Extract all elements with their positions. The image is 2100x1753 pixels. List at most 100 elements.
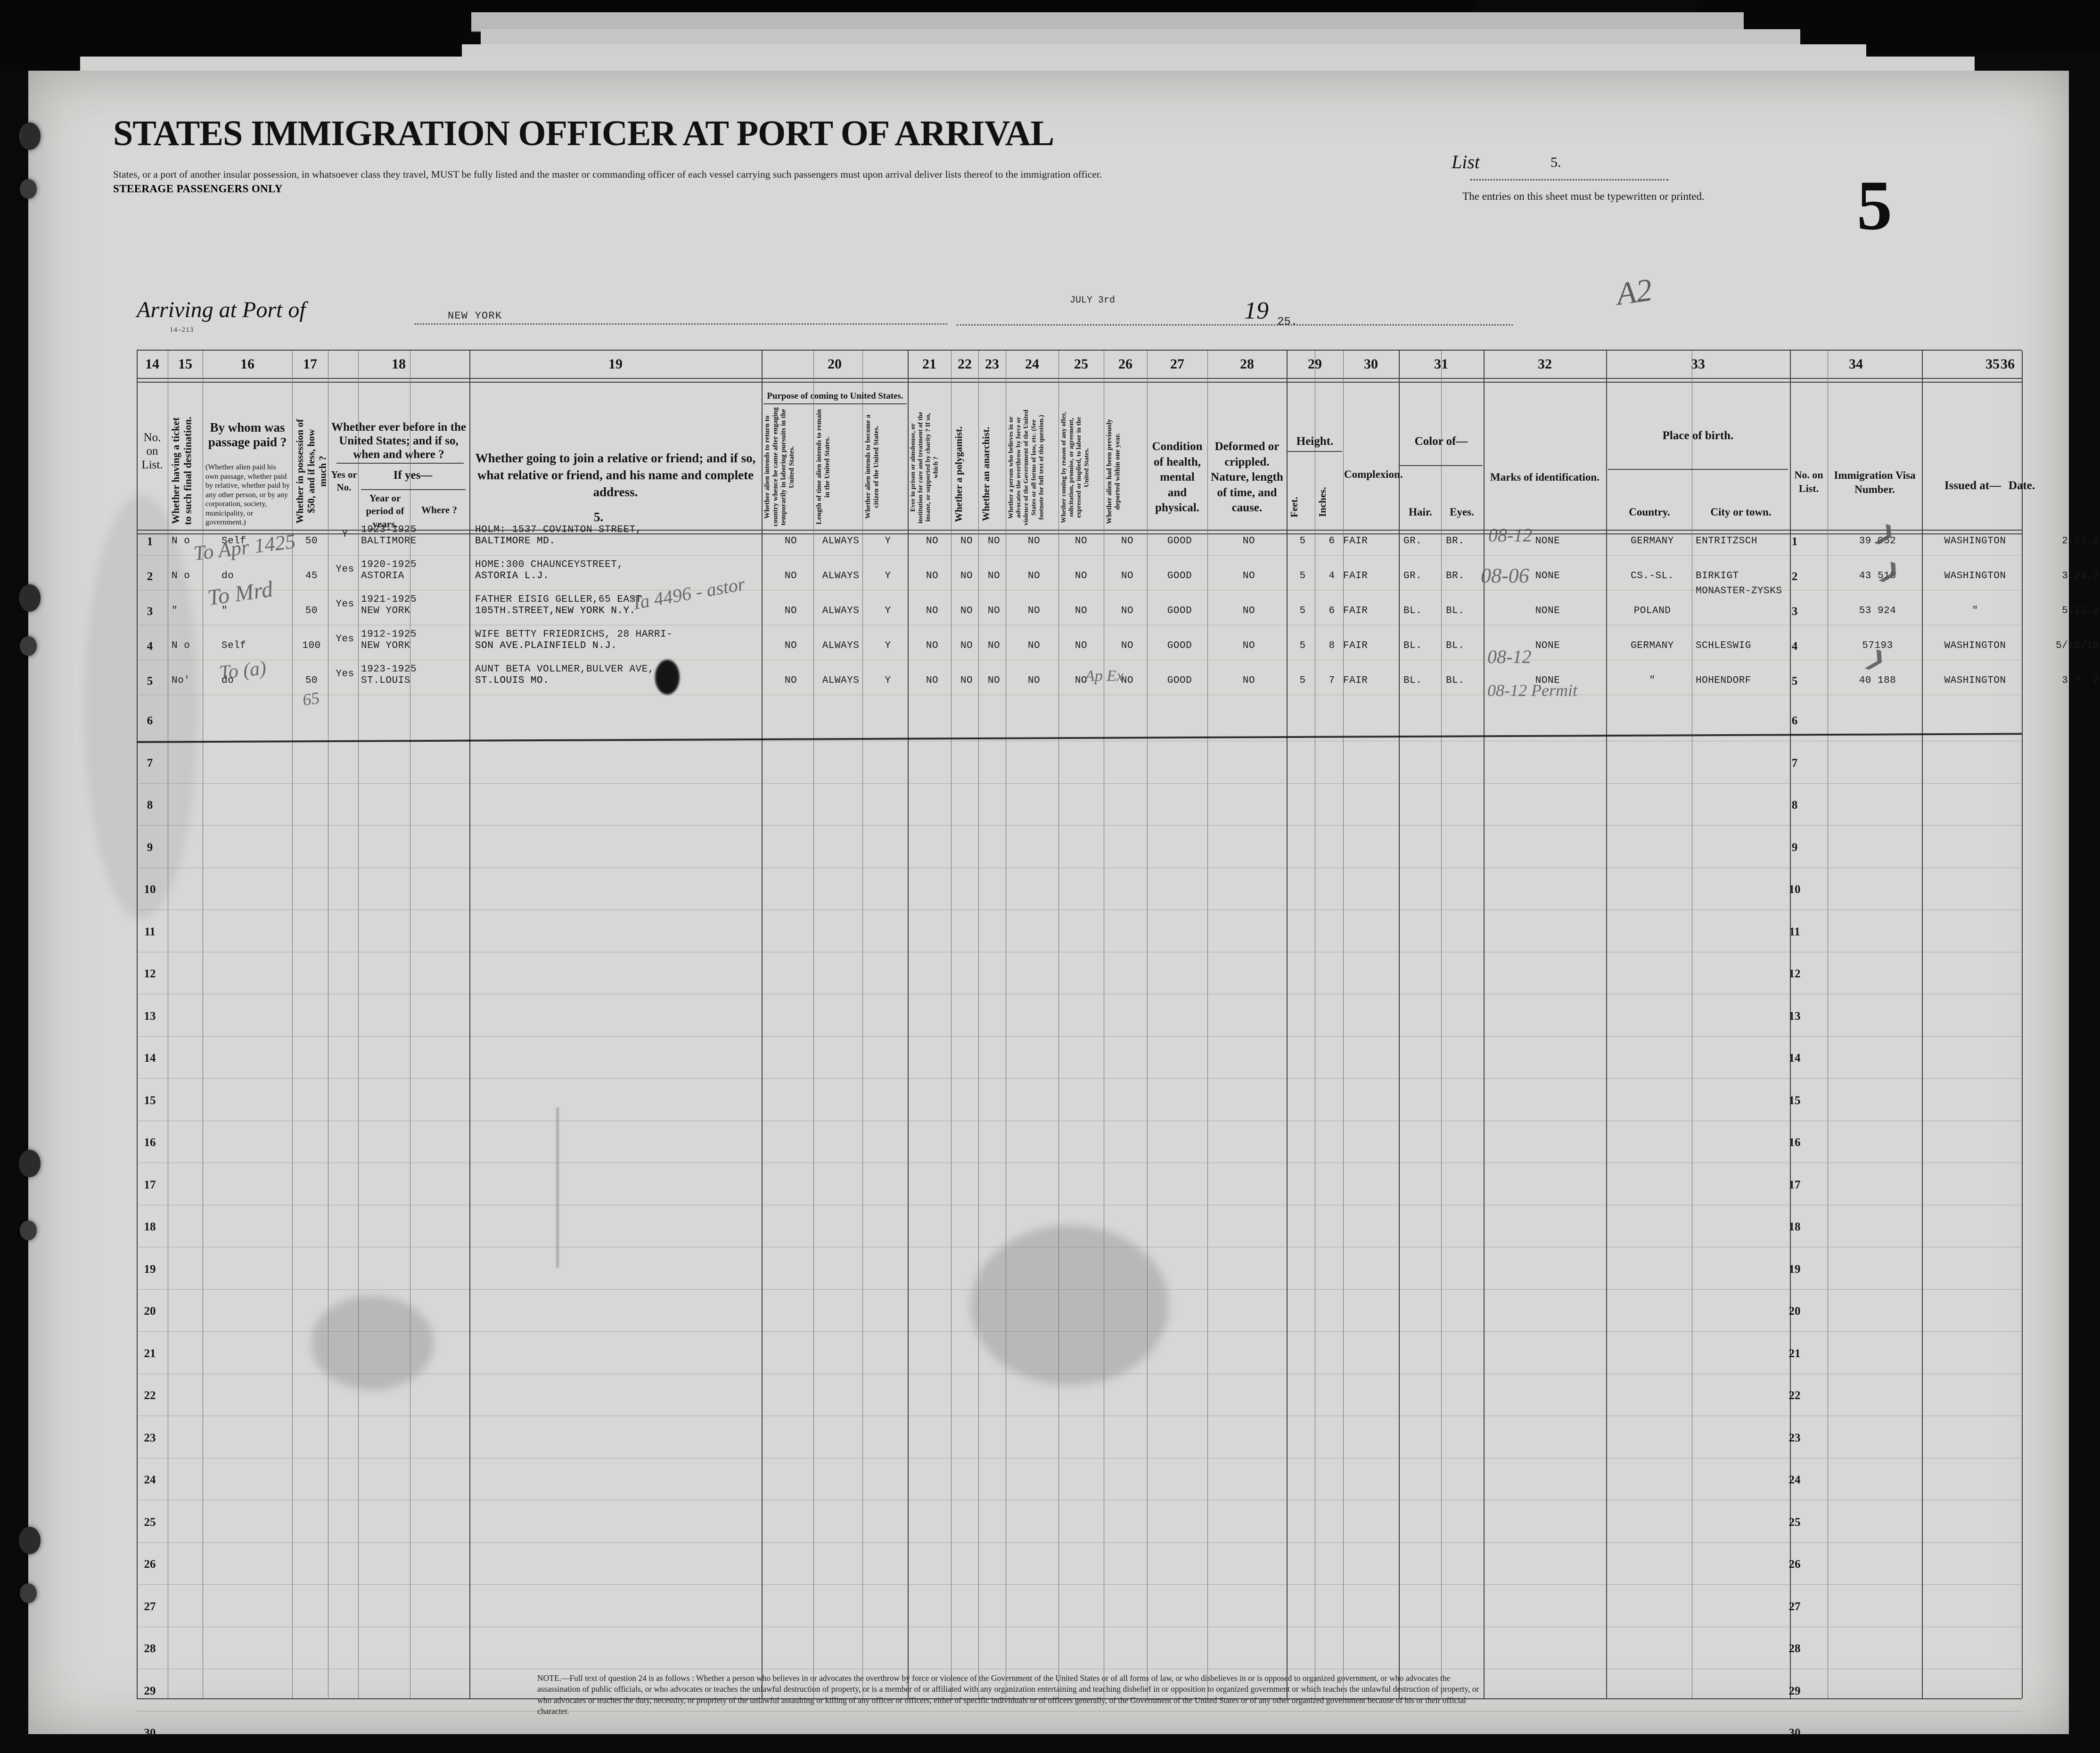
cell-value: ALWAYS <box>822 675 860 686</box>
row-number-right: 29 <box>1788 1684 1801 1697</box>
cell-value: GOOD <box>1167 675 1192 686</box>
annotation-row5-fifty: 65 <box>301 688 321 710</box>
row-number-right: 16 <box>1788 1136 1801 1149</box>
binder-hole <box>19 123 41 150</box>
row-rule <box>137 1711 2022 1712</box>
header-col-15: Whether having a ticket to such final de… <box>170 417 194 525</box>
header-col-20c: Whether alien intends to become a citize… <box>864 415 880 519</box>
cell-value: 5 <box>1299 640 1306 651</box>
form-number: 14–213 <box>170 326 194 334</box>
cell-value: 1923-1925 <box>361 524 417 535</box>
cell-value: 3.24.25 <box>2062 571 2100 582</box>
cell-value: HOLM: 1537 COVINTON STREET, <box>475 524 642 535</box>
cell-value: NO <box>1027 606 1041 616</box>
cell-value: 1921-1925 <box>361 594 417 605</box>
header-col-36: Date. <box>2008 479 2035 492</box>
cell-value: FAIR <box>1343 571 1368 582</box>
header-col-30: Complexion. <box>1344 468 1403 480</box>
row-number-right: 18 <box>1788 1221 1801 1233</box>
header-col-20-group: Purpose of coming to United States. <box>763 391 907 405</box>
row-rule <box>137 1331 2022 1332</box>
row-number-right: 1 <box>1791 535 1798 548</box>
cell-value: NO <box>1027 640 1041 651</box>
cell-value: 3.7. 25 <box>2062 675 2100 686</box>
cell-value: NO <box>960 606 973 616</box>
row-number-left: 30 <box>144 1727 156 1739</box>
header-col-24: Whether a person who believes in or advo… <box>1008 410 1045 525</box>
date-value: JULY 3rd <box>1070 295 1116 306</box>
row-number-right: 9 <box>1791 841 1798 854</box>
binder-hole <box>19 584 41 612</box>
row-rule <box>137 825 2022 826</box>
row-number-left: 10 <box>144 883 156 896</box>
cell-value: NO <box>1242 606 1255 616</box>
column-number-21: 21 <box>922 356 936 372</box>
cell-value: Yes <box>336 669 354 680</box>
column-number-17: 17 <box>303 356 317 372</box>
cell-value: Yes <box>336 634 354 645</box>
header-col-19-mark: 5. <box>593 510 604 524</box>
cell-value: WIFE BETTY FRIEDRICHS, 28 HARRI- <box>475 629 673 640</box>
cell-value: BL. <box>1403 606 1422 616</box>
cell-value: NO <box>784 606 797 616</box>
header-col-22: Whether a polygamist. <box>953 426 964 522</box>
cell-value: GERMANY <box>1631 536 1674 547</box>
header-col-32: Marks of identification. <box>1490 471 1600 483</box>
cell-value: MONASTER-ZYSKS <box>1696 586 1782 597</box>
header-rule-3 <box>137 530 2022 531</box>
list-label: List <box>1452 151 1480 172</box>
header-col-29-inches: Inches. <box>1317 487 1328 517</box>
header-col-16-main: By whom was passage paid ? <box>208 420 287 450</box>
cell-value: 45 <box>305 571 318 582</box>
row-number-right: 11 <box>1789 925 1800 938</box>
cell-value: FAIR <box>1343 606 1368 616</box>
cell-value: WASHINGTON <box>1944 536 2006 547</box>
year-prefix: 19 <box>1244 297 1269 324</box>
row-rule <box>137 909 2022 910</box>
row-number-left: 16 <box>144 1136 156 1149</box>
row-number-left: 2 <box>147 570 153 583</box>
header-col-18-where: Where ? <box>421 504 457 516</box>
cell-value: BALTIMORE MD. <box>475 536 556 547</box>
cell-value: ASTORIA <box>361 571 404 582</box>
row-number-left: 15 <box>144 1094 156 1107</box>
header-col-17: Whether in possession of $50, and if les… <box>294 419 328 524</box>
row-number-right: 8 <box>1791 799 1798 811</box>
column-number-22: 22 <box>958 356 972 372</box>
cell-value: 8 <box>1329 640 1335 651</box>
column-number-33: 33 <box>1691 356 1705 372</box>
row-number-right: 13 <box>1788 1009 1801 1023</box>
cell-value: " <box>1649 675 1656 686</box>
header-col-20a: Whether alien intends to return to count… <box>763 407 796 527</box>
col18-rule-2 <box>361 489 466 490</box>
column-number-14: 14 <box>145 356 159 372</box>
header-col-28: Deformed or crippled. Nature, length of … <box>1211 440 1283 514</box>
column-number-28: 28 <box>1240 356 1254 372</box>
cell-value: NO <box>1242 640 1255 651</box>
cell-value: BR. <box>1446 571 1465 582</box>
row-number-right: 30 <box>1788 1727 1801 1739</box>
footnote-question-24: NOTE.—Full text of question 24 is as fol… <box>537 1673 1479 1716</box>
header-col-34-no: No. on List. <box>1794 469 1823 494</box>
cell-value: GERMANY <box>1631 640 1674 651</box>
cell-value: 5 <box>1299 571 1306 582</box>
row-number-right: 26 <box>1788 1558 1801 1571</box>
cell-value: NO <box>1121 675 1134 686</box>
cell-value: NO <box>784 675 797 686</box>
row-number-right: 4 <box>1791 640 1798 653</box>
row-number-left: 26 <box>144 1558 156 1571</box>
cell-value: 50 <box>305 536 318 547</box>
header-col-29-feet: Feet. <box>1288 497 1300 517</box>
column-number-18: 18 <box>392 356 406 372</box>
cell-value: FATHER EISIG GELLER,65 EAST <box>475 594 642 605</box>
cell-value: N o <box>172 640 190 651</box>
cell-value: Y <box>342 529 348 540</box>
cell-address-line2: 105TH.STREET,NEW YORK N.Y. <box>475 606 636 616</box>
cell-value: NO <box>926 640 939 651</box>
cell-value: 4 <box>1329 571 1335 582</box>
row-number-left: 23 <box>144 1431 156 1444</box>
header-col-18-ifyes: If yes— <box>393 469 433 482</box>
cell-value: BL. <box>1446 606 1465 616</box>
header-col-18-year: Year or period of years. <box>366 492 404 530</box>
